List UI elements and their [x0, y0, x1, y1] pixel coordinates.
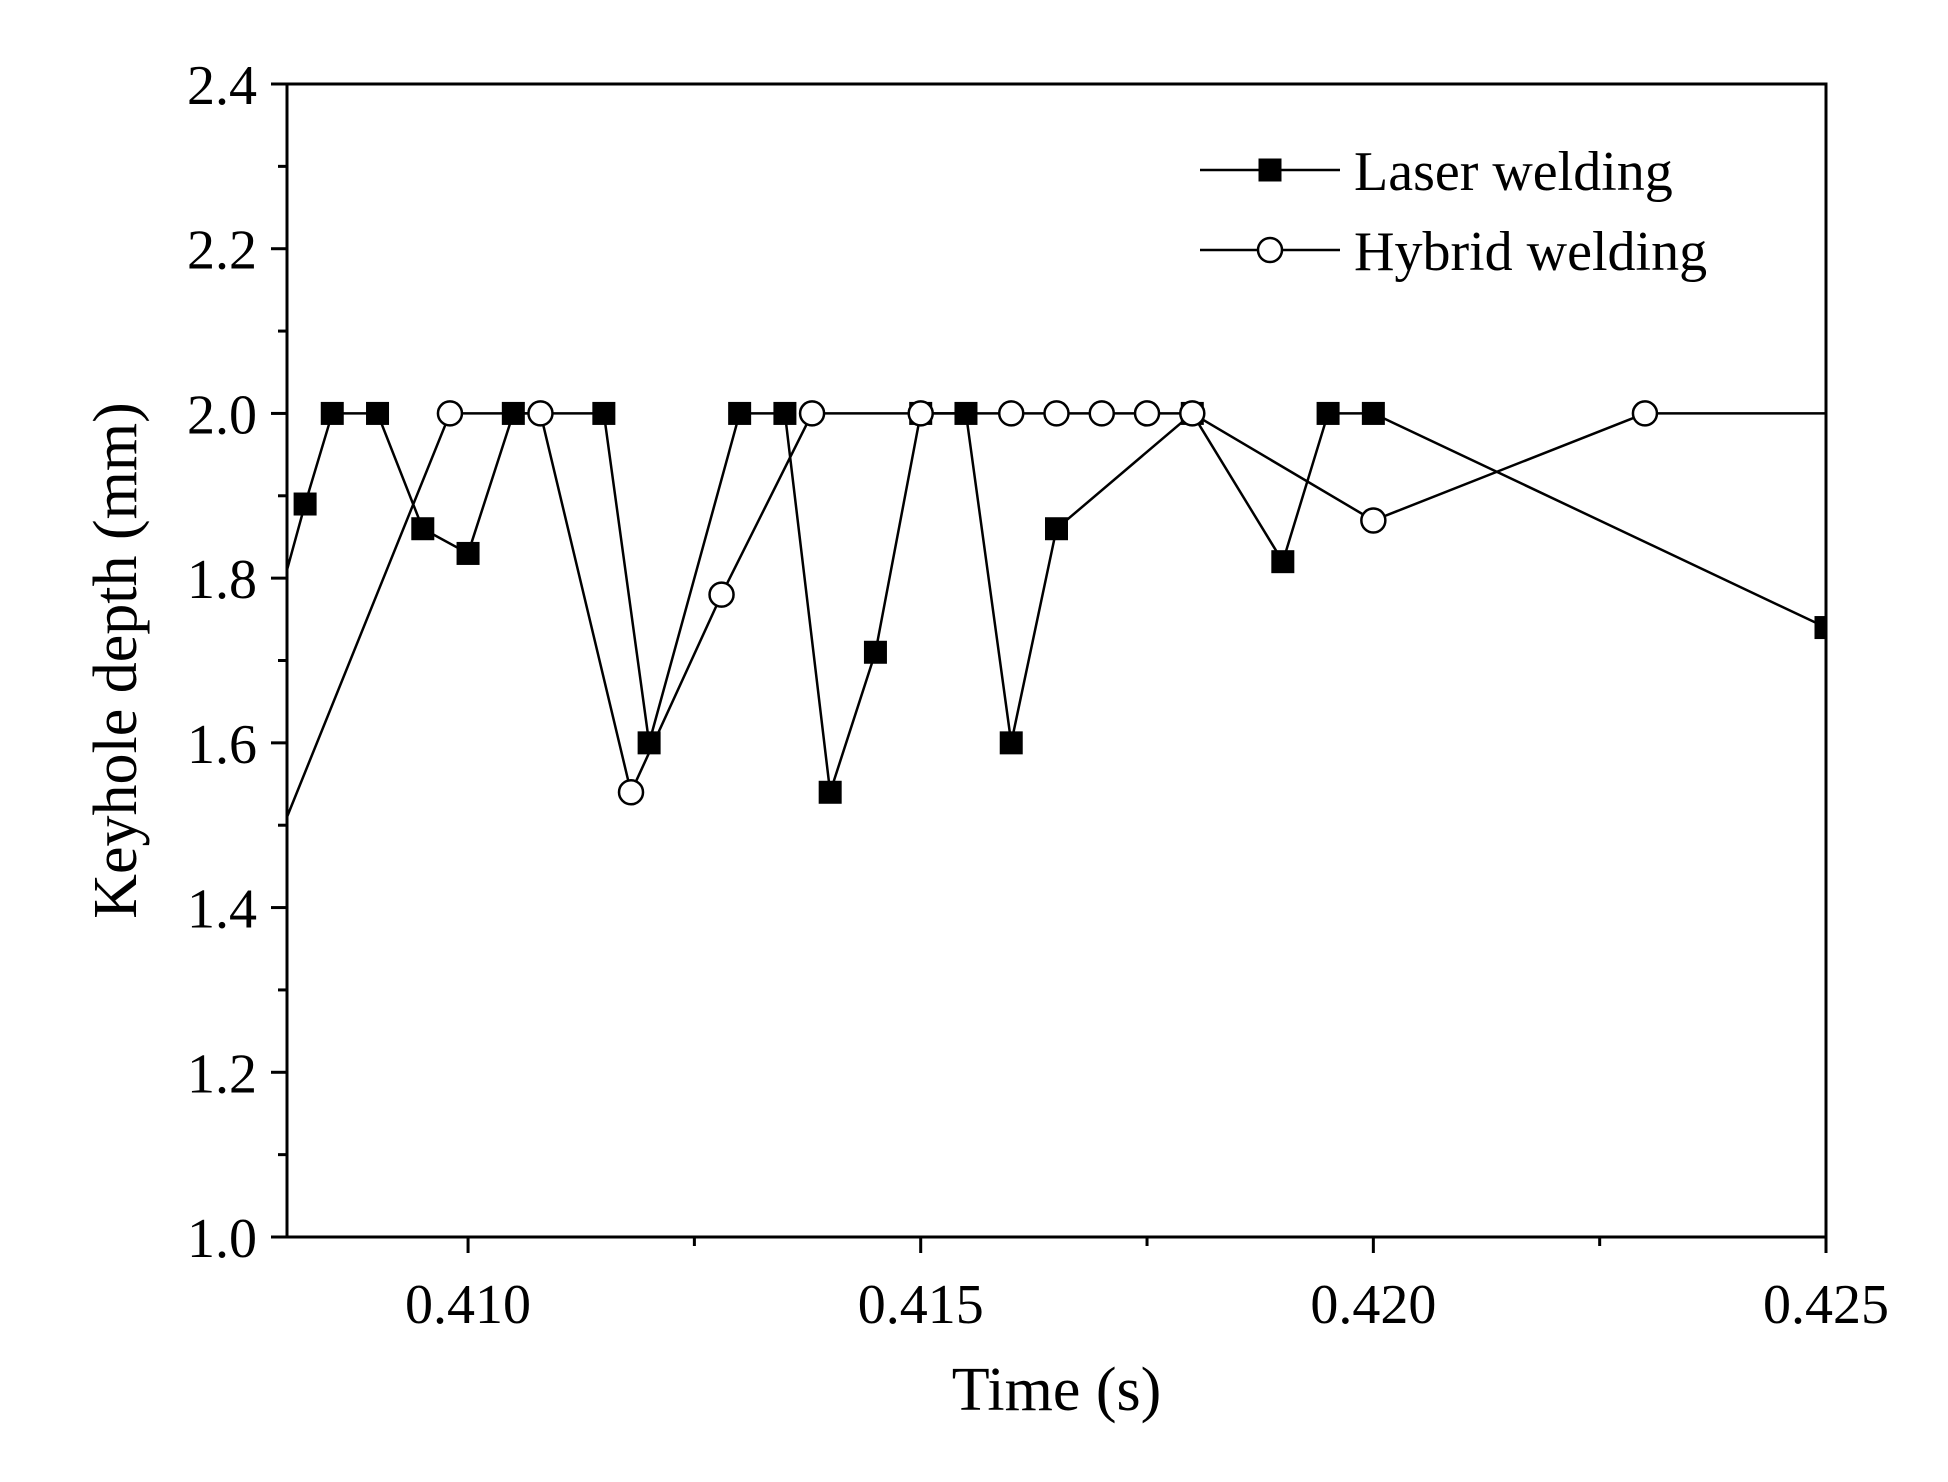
- y-tick-label: 2.0: [187, 384, 257, 446]
- circle-marker: [436, 400, 464, 427]
- y-axis-label: Keyhole depth (mm): [82, 402, 150, 919]
- legend-label: Hybrid welding: [1354, 221, 1707, 283]
- square-marker: [637, 731, 661, 755]
- circle-marker: [1631, 400, 1659, 427]
- square-marker: [592, 401, 616, 425]
- x-axis-label: Time (s): [952, 1356, 1162, 1424]
- square-marker: [293, 492, 317, 516]
- circle-marker: [527, 400, 554, 427]
- y-tick-label: 1.4: [187, 879, 257, 941]
- square-marker: [456, 541, 480, 565]
- circle-marker: [907, 400, 934, 427]
- series-line: [287, 412, 1826, 794]
- square-marker: [728, 401, 752, 425]
- circle-marker: [1088, 400, 1116, 427]
- circle-marker: [1179, 400, 1206, 427]
- series-hybrid-welding: [287, 400, 1826, 818]
- legend-item: Laser welding: [1200, 141, 1673, 203]
- y-tick-label: 1.6: [187, 714, 257, 776]
- y-tick-label: 2.4: [187, 55, 257, 117]
- square-marker: [320, 401, 344, 425]
- circle-marker: [1360, 507, 1387, 534]
- square-marker: [366, 401, 390, 425]
- square-marker: [999, 731, 1023, 755]
- circle-marker: [1043, 400, 1070, 427]
- circle-marker: [1133, 400, 1161, 427]
- circle-marker: [708, 581, 735, 608]
- y-tick-label: 1.0: [187, 1208, 257, 1270]
- series-laser-welding: [287, 401, 1826, 804]
- circle-marker: [997, 400, 1025, 427]
- square-marker: [1045, 517, 1068, 541]
- square-marker: [1271, 550, 1295, 574]
- square-marker: [818, 780, 842, 804]
- y-tick-label: 2.2: [187, 220, 257, 282]
- legend-label: Laser welding: [1354, 141, 1673, 203]
- legend-marker: [1256, 236, 1284, 264]
- y-tick-label: 1.8: [187, 549, 257, 611]
- x-tick-label: 0.415: [858, 1274, 984, 1336]
- circle-marker: [798, 400, 826, 427]
- square-marker: [1361, 401, 1385, 425]
- series-layer: [287, 400, 1826, 818]
- circle-marker: [617, 779, 645, 806]
- x-tick-label: 0.410: [405, 1274, 531, 1336]
- legend: Laser welding Hybrid welding: [1200, 141, 1707, 283]
- square-marker: [863, 640, 887, 664]
- square-marker: [1814, 616, 1826, 640]
- x-tick-label: 0.425: [1763, 1274, 1889, 1336]
- series-line: [287, 412, 1826, 818]
- x-tick-label: 0.420: [1310, 1274, 1436, 1336]
- legend-item: Hybrid welding: [1200, 221, 1707, 283]
- legend-marker: [1258, 158, 1282, 182]
- square-marker: [411, 517, 435, 541]
- axes-layer: 1.0 1.2 1.4 1.6 1.8 2.0 2.2 2.4 0.410 0.415 0.420 0…: [187, 55, 1889, 1336]
- square-marker: [773, 401, 797, 425]
- square-marker: [1316, 401, 1340, 425]
- y-tick-label: 1.2: [187, 1043, 257, 1105]
